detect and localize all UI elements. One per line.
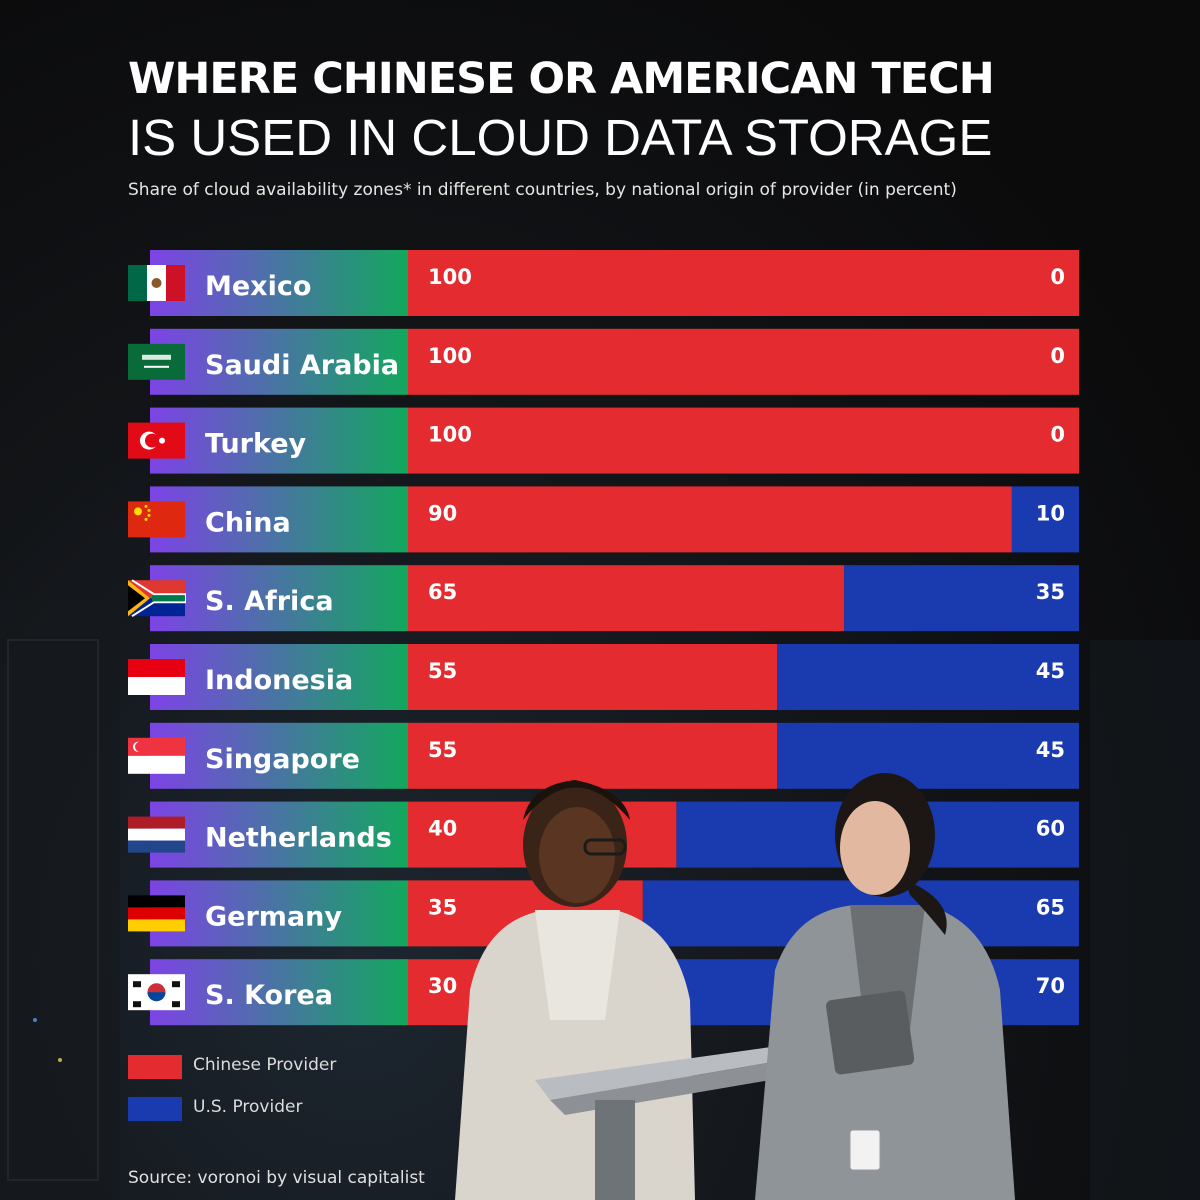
value-label-us: 10 (1036, 501, 1065, 525)
bar-chinese-indonesia (408, 644, 778, 710)
legend-label-chinese: Chinese Provider (193, 1055, 337, 1075)
bar-chinese-singapore (408, 722, 778, 789)
country-label-bg (150, 565, 408, 632)
country-label-bg (150, 328, 408, 395)
chart-title-line-2: IS USED IN CLOUD DATA STORAGE (128, 109, 993, 166)
bar-row-turkey: Turkey 100 0 (128, 407, 1079, 474)
country-label: Turkey (205, 429, 307, 460)
country-label: China (205, 507, 291, 538)
bar-us-s-africa (844, 565, 1079, 632)
value-label-chinese: 35 (428, 895, 457, 919)
country-label-bg (150, 250, 408, 316)
flag-china-icon (128, 501, 185, 538)
value-label-us: 35 (1036, 580, 1065, 604)
country-label: Mexico (205, 271, 311, 302)
bar-row-singapore: Singapore 55 45 (128, 722, 1079, 789)
flag-saudi-arabia-icon (128, 343, 185, 380)
bar-chinese-china (408, 486, 1012, 553)
bar-row-s-africa: S. Africa 65 35 (128, 565, 1079, 632)
bar-row-indonesia: Indonesia 55 45 (128, 644, 1079, 710)
bar-us-indonesia (777, 644, 1079, 710)
country-label: Singapore (205, 744, 360, 775)
country-label: Indonesia (205, 665, 353, 696)
bar-chinese-s-africa (408, 565, 845, 632)
bar-row-mexico: Mexico 100 0 (128, 250, 1079, 316)
value-label-chinese: 30 (428, 974, 457, 998)
value-label-us: 45 (1036, 659, 1065, 683)
bar-chinese-saudi-arabia (408, 328, 1079, 395)
flag-germany-icon (128, 895, 185, 932)
legend-label-us: U.S. Provider (193, 1097, 303, 1117)
bar-chinese-turkey (408, 407, 1079, 474)
value-label-us: 45 (1036, 738, 1065, 762)
flag-south-africa-icon (128, 579, 186, 618)
source-note: Source: voronoi by visual capitalist (128, 1168, 425, 1188)
bar-us-china (1011, 486, 1079, 553)
value-label-chinese: 100 (428, 265, 472, 289)
country-label-bg (150, 486, 408, 553)
flag-turkey-icon (128, 422, 185, 459)
value-label-chinese: 100 (428, 423, 472, 447)
country-label-bg (150, 407, 408, 474)
country-label: Germany (205, 901, 342, 932)
bar-row-china: China 90 10 (128, 486, 1079, 553)
flag-singapore-icon (128, 737, 185, 774)
value-label-chinese: 55 (428, 738, 457, 762)
two-women-with-devices-photo (455, 773, 1015, 1200)
country-label-bg (150, 644, 408, 710)
country-label: S. Africa (205, 586, 334, 617)
legend-swatch-chinese (128, 1055, 182, 1079)
flag-south-korea-icon (128, 974, 185, 1011)
value-label-us: 65 (1036, 895, 1065, 919)
value-label-chinese: 100 (428, 344, 472, 368)
flag-indonesia-icon (128, 659, 185, 695)
country-label-bg (150, 722, 408, 789)
bar-us-singapore (777, 722, 1079, 789)
bar-row-saudi-arabia: Saudi Arabia 100 0 (128, 328, 1079, 395)
flag-netherlands-icon (128, 816, 185, 853)
chart-title-line-1: WHERE CHINESE OR AMERICAN TECH (128, 54, 995, 104)
value-label-chinese: 90 (428, 501, 457, 525)
country-label: Netherlands (205, 823, 392, 854)
value-label-chinese: 65 (428, 580, 457, 604)
value-label-us: 0 (1050, 265, 1065, 289)
value-label-us: 0 (1050, 344, 1065, 368)
country-label-bg (150, 880, 408, 947)
chart-subtitle: Share of cloud availability zones* in di… (128, 180, 957, 200)
value-label-us: 0 (1050, 423, 1065, 447)
legend-swatch-us (128, 1097, 182, 1121)
value-label-us: 60 (1036, 817, 1065, 841)
flag-mexico-icon (128, 265, 185, 301)
value-label-chinese: 55 (428, 659, 457, 683)
value-label-chinese: 40 (428, 817, 457, 841)
country-label: Saudi Arabia (205, 350, 399, 381)
bar-chinese-mexico (408, 250, 1079, 316)
country-label-bg (150, 959, 408, 1026)
country-label: S. Korea (205, 980, 333, 1011)
value-label-us: 70 (1036, 974, 1065, 998)
country-label-bg (150, 801, 408, 868)
